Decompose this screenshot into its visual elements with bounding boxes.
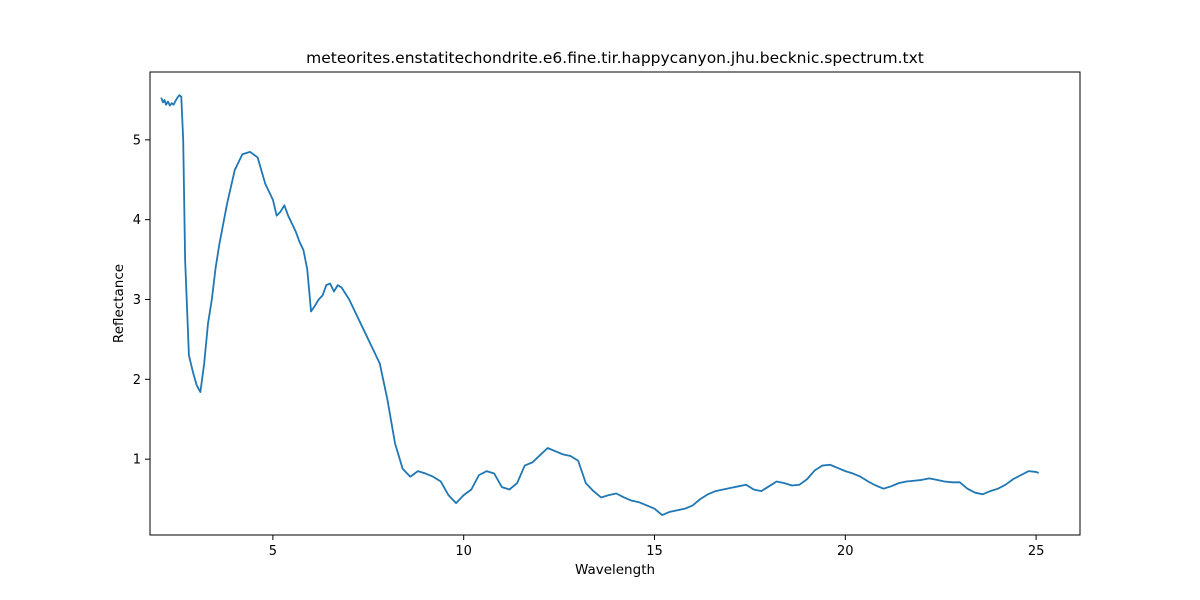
- y-tick-label: 4: [133, 213, 141, 228]
- x-tick-label: 15: [646, 544, 663, 559]
- x-tick-label: 5: [269, 544, 277, 559]
- x-axis-label: Wavelength: [575, 562, 655, 578]
- plot-area: [149, 71, 1081, 536]
- series-line-reflectance: [160, 94, 1039, 516]
- y-tick-label: 1: [133, 453, 141, 468]
- x-tick-label: 25: [1028, 544, 1045, 559]
- y-axis-label: Reflectance: [111, 264, 127, 343]
- y-tick-label: 3: [133, 293, 141, 308]
- chart-title: meteorites.enstatitechondrite.e6.fine.ti…: [306, 49, 924, 67]
- y-tick-label: 5: [133, 133, 141, 148]
- x-tick-label: 10: [455, 544, 472, 559]
- y-axis-ticks: 1 2 3 4 5: [133, 133, 150, 468]
- x-axis-ticks: 5 10 15 20 25: [269, 535, 1045, 559]
- y-tick-label: 2: [133, 373, 141, 388]
- plot-frame: [149, 71, 1081, 536]
- x-tick-label: 20: [837, 544, 854, 559]
